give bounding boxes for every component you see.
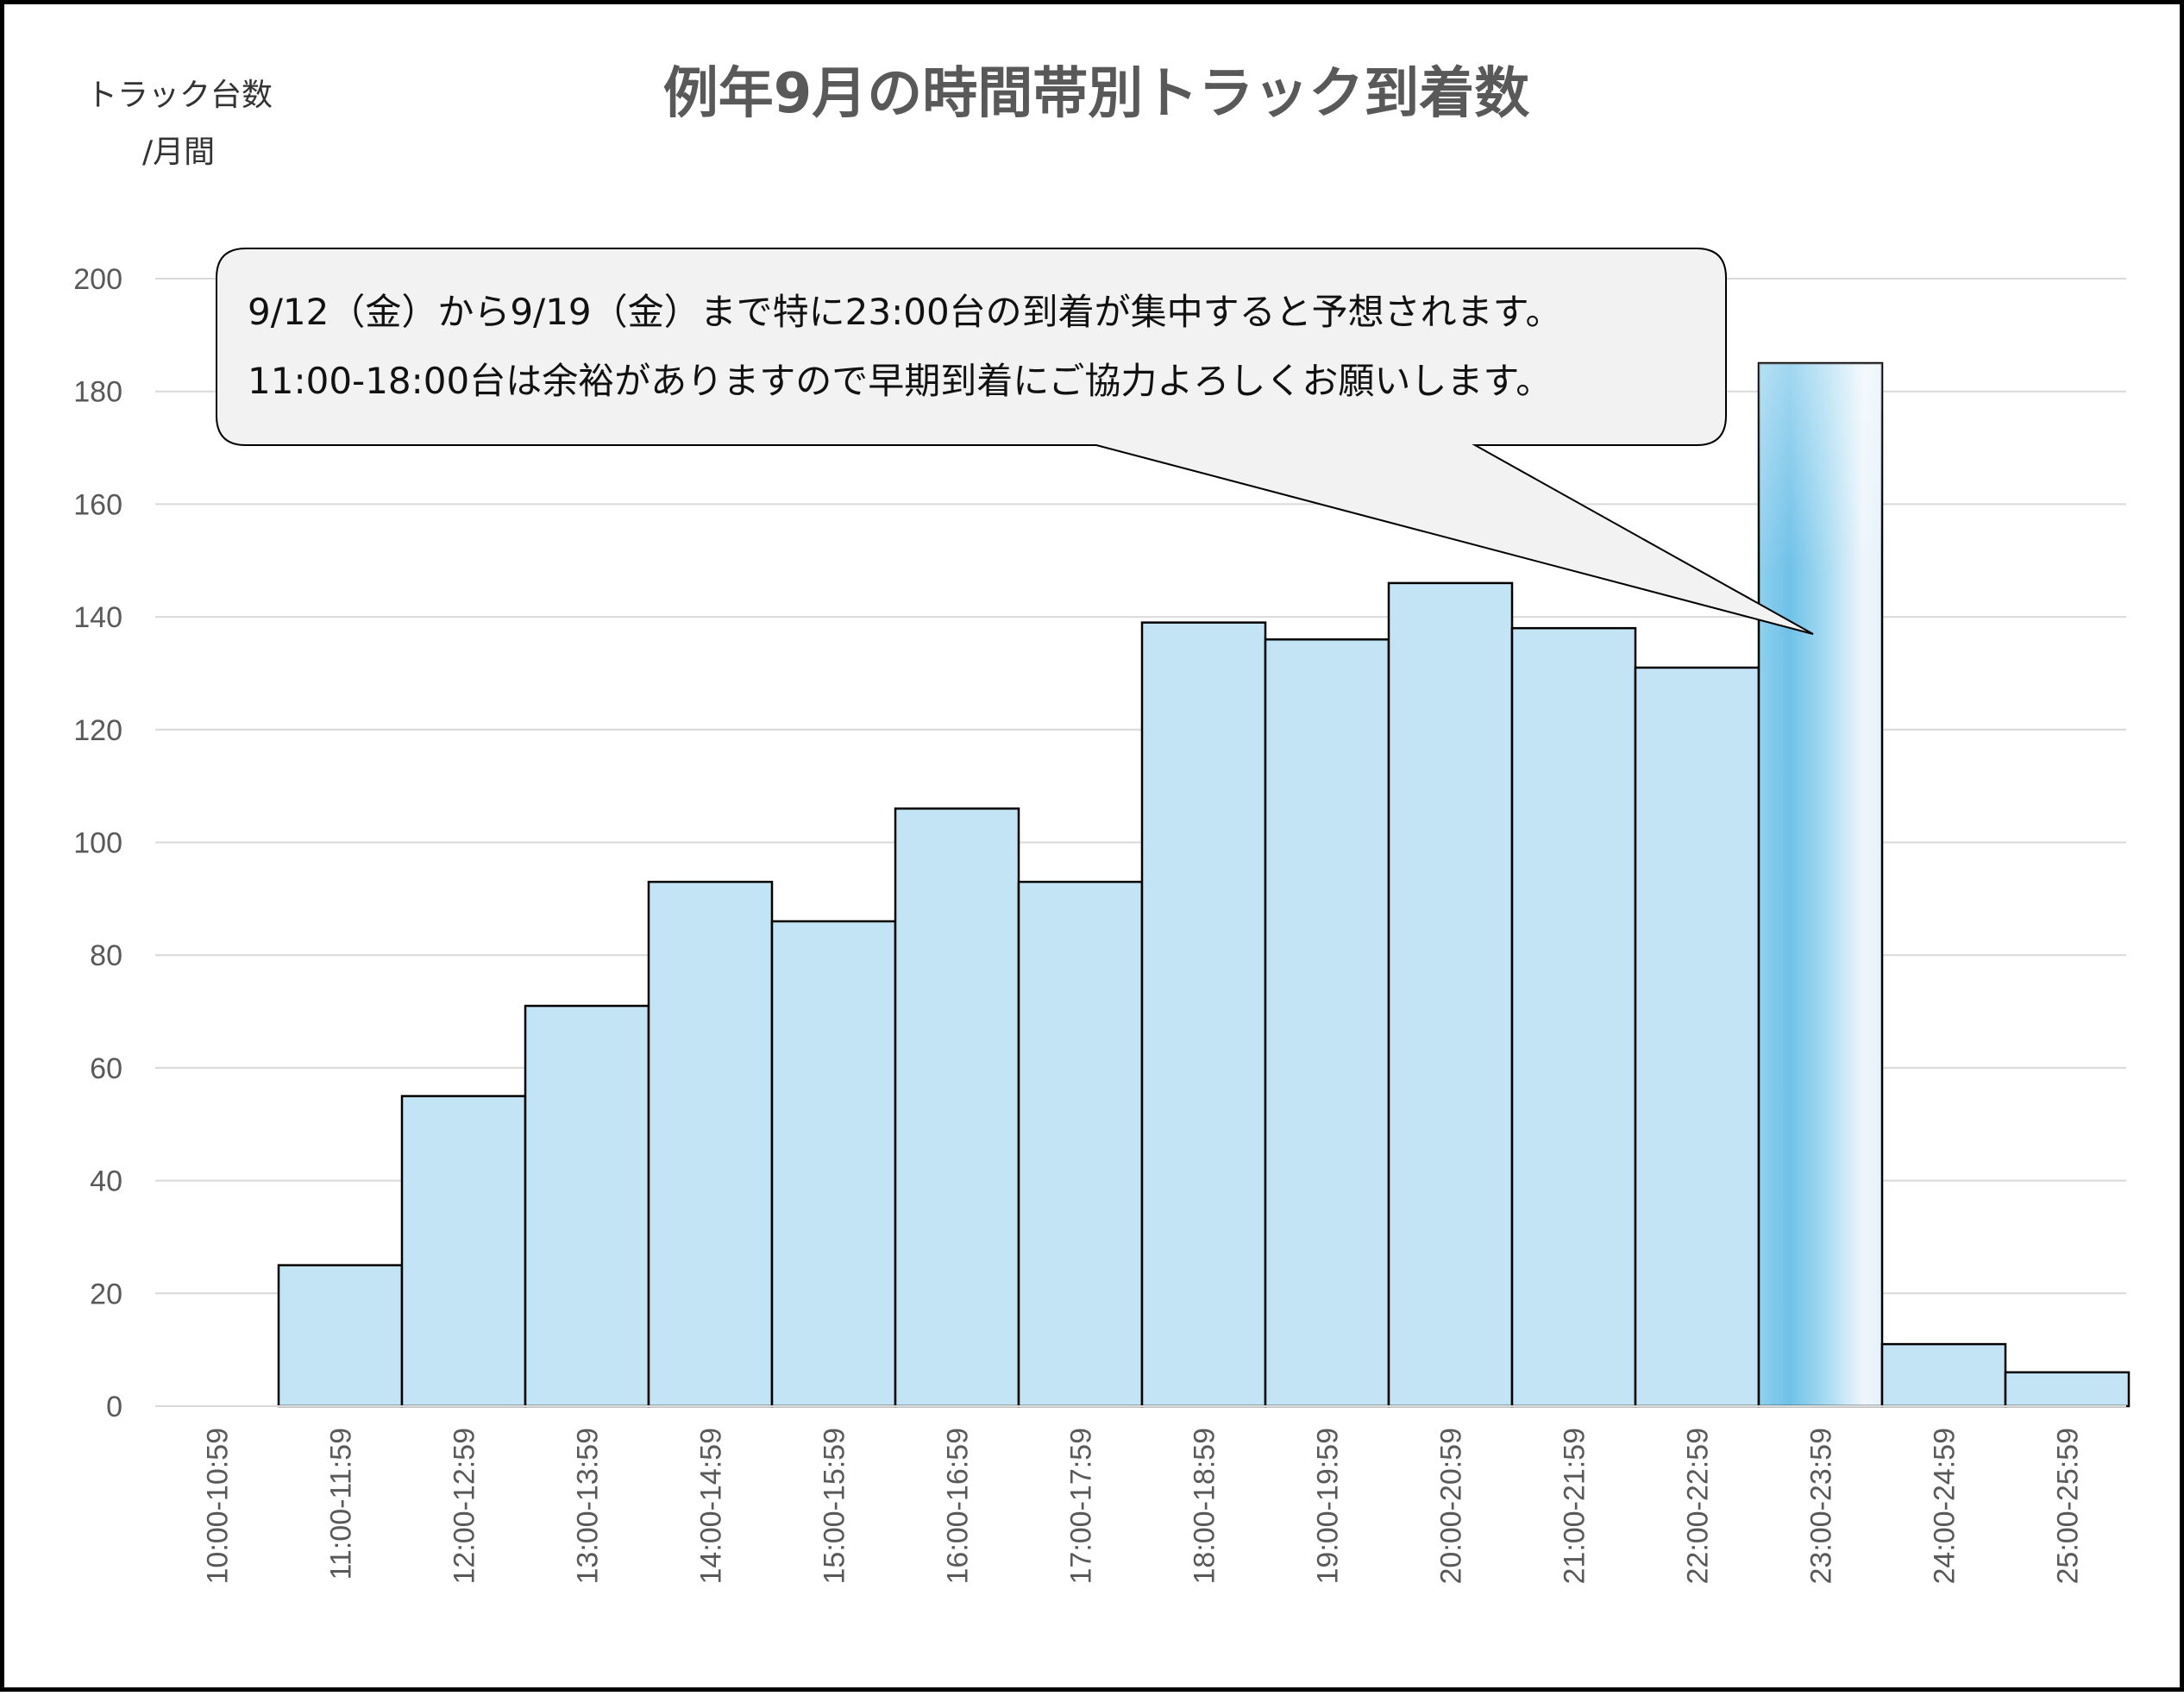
y-axis-unit-label: /月間 xyxy=(142,135,216,170)
chart-title: 例年9月の時間帯別トラック到着数 xyxy=(662,62,1530,126)
bar xyxy=(1634,666,1760,1408)
bar xyxy=(1264,638,1390,1408)
x-tick-label: 16:00-16:59 xyxy=(942,1428,975,1585)
bar xyxy=(1880,1342,2007,1408)
y-tick-label: 200 xyxy=(73,263,122,296)
y-tick-label: 180 xyxy=(73,376,122,409)
annotation-line-1: 9/12（金）から9/19（金）まで特に23:00台の到着が集中すると予想されま… xyxy=(248,291,1562,333)
x-tick-label: 18:00-18:59 xyxy=(1189,1428,1221,1585)
bar xyxy=(1387,581,1514,1408)
bar xyxy=(277,1264,404,1408)
y-axis-label: トラック台数 xyxy=(86,78,273,113)
bar xyxy=(1140,621,1267,1408)
x-tick-label: 19:00-19:59 xyxy=(1312,1428,1345,1585)
bar xyxy=(770,920,897,1408)
x-tick-label: 14:00-14:59 xyxy=(695,1428,728,1585)
x-tick-label: 10:00-10:59 xyxy=(202,1428,235,1585)
chart-plot: 0 20 40 60 80 100 120 140 160 180 200 10:00-10:59 11… xyxy=(73,248,2131,1585)
y-tick-label: 100 xyxy=(73,827,122,860)
bar xyxy=(524,1004,650,1408)
y-tick-label: 20 xyxy=(90,1278,122,1310)
annotation-line-2: 11:00-18:00台は余裕がありますので早期到着にご協力よろしくお願いします… xyxy=(248,360,1553,402)
y-tick-label: 40 xyxy=(90,1165,122,1198)
x-tick-label: 21:00-21:59 xyxy=(1559,1428,1591,1585)
x-tick-label: 20:00-20:59 xyxy=(1435,1428,1468,1585)
y-tick-label: 120 xyxy=(73,714,122,747)
y-tick-label: 60 xyxy=(90,1052,122,1085)
bar xyxy=(400,1095,527,1408)
x-tick-label: 11:00-11:59 xyxy=(325,1428,358,1580)
y-tick-label: 80 xyxy=(90,939,122,972)
x-tick-label: 12:00-12:59 xyxy=(449,1428,481,1585)
bar xyxy=(1510,626,1637,1408)
x-tick-label: 23:00-23:59 xyxy=(1805,1428,1838,1585)
annotation-callout xyxy=(216,248,1814,635)
y-tick-label: 160 xyxy=(73,488,122,521)
bar xyxy=(647,880,774,1408)
bar xyxy=(2004,1371,2131,1408)
x-tick-label: 22:00-22:59 xyxy=(1682,1428,1715,1585)
bar-highlight-sheen xyxy=(1759,363,1882,1406)
y-tick-label: 0 xyxy=(106,1391,122,1423)
x-tick-label: 13:00-13:59 xyxy=(572,1428,605,1585)
bar xyxy=(894,807,1020,1408)
x-tick-label: 25:00-25:59 xyxy=(2052,1428,2085,1585)
x-tick-label: 17:00-17:59 xyxy=(1065,1428,1098,1585)
bar xyxy=(1017,880,1144,1408)
x-tick-label: 24:00-24:59 xyxy=(1929,1428,1961,1585)
x-tick-label: 15:00-15:59 xyxy=(819,1428,851,1585)
y-tick-label: 140 xyxy=(73,601,122,634)
